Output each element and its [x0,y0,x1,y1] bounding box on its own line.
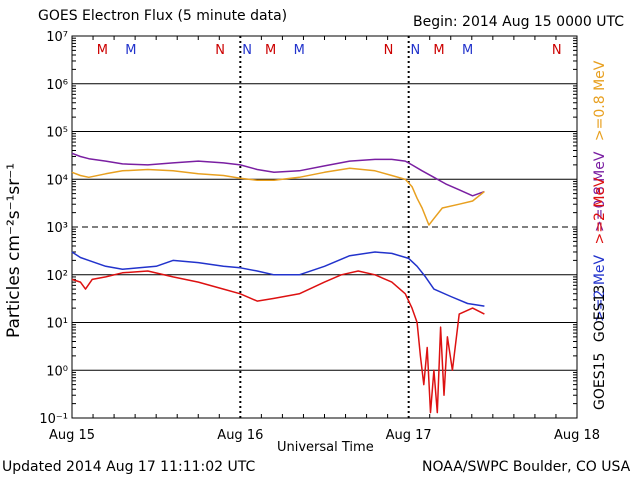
series-group [71,152,485,414]
y-tick-label: 10³ [46,221,68,236]
x-axis-label: Universal Time [277,440,374,455]
series-line [71,270,485,414]
event-marker: M [97,43,108,58]
chart-title: GOES Electron Flux (5 minute data) [38,8,288,24]
updated-timestamp: Updated 2014 Aug 17 11:11:02 UTC [2,459,256,475]
event-marker: M [125,43,136,58]
event-marker: N [242,43,252,58]
y-tick-label: 10⁰ [46,364,68,379]
y-tick-label: 10⁻¹ [39,412,68,427]
begin-time-label: Begin: 2014 Aug 15 0000 UTC [413,14,624,30]
grid [72,36,577,418]
x-tick-label: Aug 18 [554,428,600,443]
series-line [71,251,485,307]
event-marker: N [215,43,225,58]
y-tick-label: 10² [46,269,68,284]
series-line [71,167,485,226]
axis-ticks: 10⁻¹ 10⁰ 10¹ 10² 10³ 10⁴ 10⁵ 10⁶ 10⁷ Aug 15 Aug 16… [39,30,600,443]
y-tick-label: 10⁷ [46,30,68,45]
event-marker: M [294,43,305,58]
y-tick-label: 10¹ [46,317,68,332]
y-tick-label: 10⁵ [46,126,68,141]
event-marker: N [384,43,394,58]
event-marker: N [552,43,562,58]
x-tick-label: Aug 17 [386,428,432,443]
credit-label: NOAA/SWPC Boulder, CO USA [422,459,631,475]
event-marker: M [265,43,276,58]
y-tick-label: 10⁶ [46,78,68,93]
event-marker: N [411,43,421,58]
event-marker: M [433,43,444,58]
x-tick-label: Aug 15 [49,428,95,443]
series-line [71,152,485,197]
x-tick-label: Aug 16 [217,428,263,443]
y-tick-label: 10⁴ [46,173,68,188]
event-marker: M [462,43,473,58]
